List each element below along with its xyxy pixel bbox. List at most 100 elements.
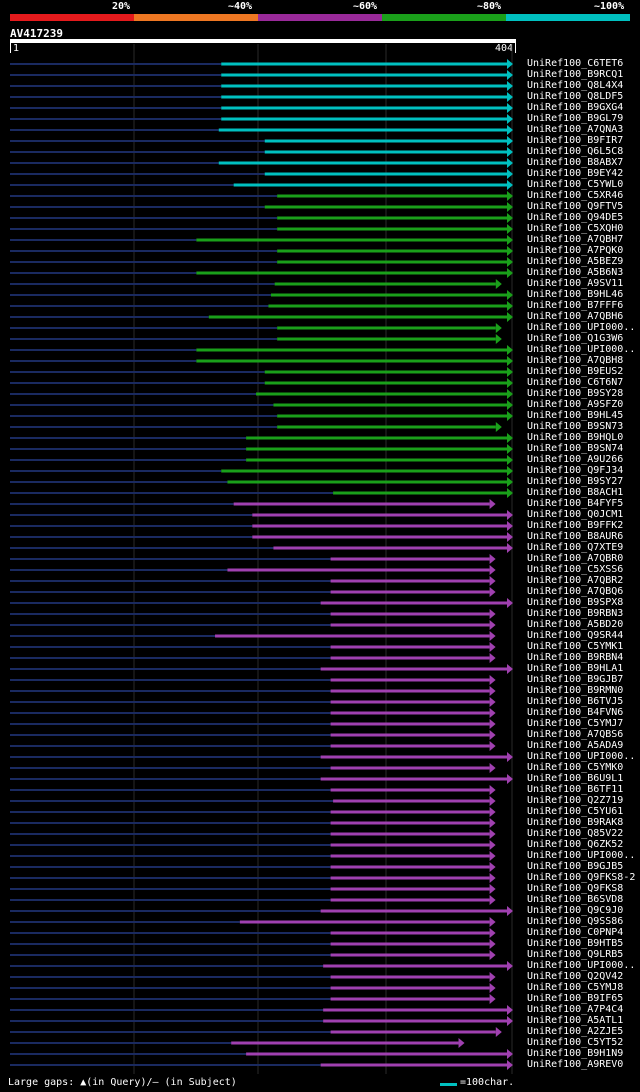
hit-label[interactable]: UniRef100_B9RBN3 bbox=[527, 608, 624, 619]
hit-label[interactable]: UniRef100_A5ADA9 bbox=[527, 740, 624, 751]
hit-alignment-bar[interactable] bbox=[277, 425, 496, 429]
hit-label[interactable]: UniRef100_C5YT52 bbox=[527, 1037, 624, 1048]
hit-label[interactable]: UniRef100_B9RCQ1 bbox=[527, 69, 624, 80]
hit-alignment-bar[interactable] bbox=[221, 62, 508, 66]
hit-label[interactable]: UniRef100_Q8L4X4 bbox=[527, 80, 624, 91]
hit-label[interactable]: UniRef100_Q6L5C8 bbox=[527, 146, 624, 157]
hit-label[interactable]: UniRef100_B9SY28 bbox=[527, 388, 624, 399]
hit-alignment-bar[interactable] bbox=[330, 997, 490, 1001]
hit-label[interactable]: UniRef100_A7P4C4 bbox=[527, 1004, 624, 1015]
hit-alignment-bar[interactable] bbox=[221, 469, 508, 473]
hit-label[interactable]: UniRef100_Q9LRB5 bbox=[527, 949, 624, 960]
hit-alignment-bar[interactable] bbox=[330, 975, 490, 979]
hit-alignment-bar[interactable] bbox=[330, 788, 490, 792]
hit-alignment-bar[interactable] bbox=[256, 392, 507, 396]
hit-label[interactable]: UniRef100_Q9FTV5 bbox=[527, 201, 624, 212]
hit-alignment-bar[interactable] bbox=[330, 821, 490, 825]
hit-alignment-bar[interactable] bbox=[221, 73, 508, 77]
hit-alignment-bar[interactable] bbox=[246, 1052, 507, 1056]
hit-label[interactable]: UniRef100_B9RBN4 bbox=[527, 652, 624, 663]
hit-label[interactable]: UniRef100_B6TF11 bbox=[527, 784, 624, 795]
hit-label[interactable]: UniRef100_B9RAK8 bbox=[527, 817, 624, 828]
hit-alignment-bar[interactable] bbox=[246, 436, 507, 440]
hit-label[interactable]: UniRef100_A9SFZ0 bbox=[527, 399, 624, 410]
hit-alignment-bar[interactable] bbox=[330, 887, 490, 891]
hit-alignment-bar[interactable] bbox=[221, 117, 508, 121]
hit-label[interactable]: UniRef100_B9SN74 bbox=[527, 443, 624, 454]
hit-label[interactable]: UniRef100_B8ABX7 bbox=[527, 157, 624, 168]
hit-label[interactable]: UniRef100_A5ATL1 bbox=[527, 1015, 624, 1026]
hit-alignment-bar[interactable] bbox=[196, 238, 507, 242]
hit-label[interactable]: UniRef100_C6T6N7 bbox=[527, 377, 624, 388]
hit-alignment-bar[interactable] bbox=[264, 205, 507, 209]
hit-label[interactable]: UniRef100_A2ZJE5 bbox=[527, 1026, 624, 1037]
hit-alignment-bar[interactable] bbox=[330, 612, 490, 616]
hit-label[interactable]: UniRef100_B9FIR7 bbox=[527, 135, 624, 146]
hit-alignment-bar[interactable] bbox=[330, 854, 490, 858]
hit-label[interactable]: UniRef100_B8ACH1 bbox=[527, 487, 624, 498]
hit-label[interactable]: UniRef100_C5YU61 bbox=[527, 806, 624, 817]
hit-label[interactable]: UniRef100_A9SV11 bbox=[527, 278, 624, 289]
hit-alignment-bar[interactable] bbox=[323, 1008, 507, 1012]
hit-alignment-bar[interactable] bbox=[330, 843, 490, 847]
hit-alignment-bar[interactable] bbox=[320, 667, 507, 671]
hit-label[interactable]: UniRef100_UPI000.. bbox=[527, 850, 636, 861]
hit-alignment-bar[interactable] bbox=[320, 1063, 507, 1067]
hit-label[interactable]: UniRef100_B8AUR6 bbox=[527, 531, 624, 542]
hit-alignment-bar[interactable] bbox=[215, 634, 490, 638]
hit-alignment-bar[interactable] bbox=[208, 315, 507, 319]
hit-label[interactable]: UniRef100_A9REV0 bbox=[527, 1059, 624, 1070]
hit-alignment-bar[interactable] bbox=[333, 491, 507, 495]
hit-label[interactable]: UniRef100_B9HL45 bbox=[527, 410, 624, 421]
hit-label[interactable]: UniRef100_B9RMN0 bbox=[527, 685, 624, 696]
hit-label[interactable]: UniRef100_Q9C9J0 bbox=[527, 905, 624, 916]
hit-label[interactable]: UniRef100_Q9SS86 bbox=[527, 916, 624, 927]
hit-alignment-bar[interactable] bbox=[320, 755, 507, 759]
hit-label[interactable]: UniRef100_C5YMJ8 bbox=[527, 982, 624, 993]
hit-alignment-bar[interactable] bbox=[277, 194, 507, 198]
hit-label[interactable]: UniRef100_B9HL46 bbox=[527, 289, 624, 300]
hit-label[interactable]: UniRef100_Q9SR44 bbox=[527, 630, 624, 641]
hit-alignment-bar[interactable] bbox=[320, 601, 507, 605]
hit-alignment-bar[interactable] bbox=[330, 722, 490, 726]
hit-alignment-bar[interactable] bbox=[320, 909, 507, 913]
hit-label[interactable]: UniRef100_B9IF65 bbox=[527, 993, 624, 1004]
hit-label[interactable]: UniRef100_C6TET6 bbox=[527, 58, 624, 69]
hit-alignment-bar[interactable] bbox=[221, 95, 508, 99]
hit-alignment-bar[interactable] bbox=[323, 964, 507, 968]
hit-label[interactable]: UniRef100_A7PQK0 bbox=[527, 245, 624, 256]
hit-label[interactable]: UniRef100_B9HLA1 bbox=[527, 663, 624, 674]
hit-label[interactable]: UniRef100_B9EY42 bbox=[527, 168, 624, 179]
hit-label[interactable]: UniRef100_Q7XTE9 bbox=[527, 542, 624, 553]
hit-alignment-bar[interactable] bbox=[330, 898, 490, 902]
hit-label[interactable]: UniRef100_A7QNA3 bbox=[527, 124, 624, 135]
hit-label[interactable]: UniRef100_B9SN73 bbox=[527, 421, 624, 432]
hit-label[interactable]: UniRef100_Q2Z719 bbox=[527, 795, 624, 806]
hit-alignment-bar[interactable] bbox=[233, 502, 490, 506]
hit-label[interactable]: UniRef100_UPI000.. bbox=[527, 751, 636, 762]
hit-alignment-bar[interactable] bbox=[330, 810, 490, 814]
hit-alignment-bar[interactable] bbox=[330, 700, 490, 704]
hit-alignment-bar[interactable] bbox=[239, 920, 490, 924]
hit-alignment-bar[interactable] bbox=[252, 535, 507, 539]
hit-label[interactable]: UniRef100_C5YMK0 bbox=[527, 762, 624, 773]
hit-alignment-bar[interactable] bbox=[246, 447, 507, 451]
hit-alignment-bar[interactable] bbox=[277, 249, 507, 253]
hit-label[interactable]: UniRef100_Q2QV42 bbox=[527, 971, 624, 982]
hit-label[interactable]: UniRef100_B9GJB7 bbox=[527, 674, 624, 685]
hit-label[interactable]: UniRef100_Q6ZK52 bbox=[527, 839, 624, 850]
hit-label[interactable]: UniRef100_B6TVJ5 bbox=[527, 696, 624, 707]
hit-alignment-bar[interactable] bbox=[330, 645, 490, 649]
hit-alignment-bar[interactable] bbox=[273, 546, 507, 550]
hit-label[interactable]: UniRef100_A9U266 bbox=[527, 454, 624, 465]
hit-label[interactable]: UniRef100_Q9FKS8 bbox=[527, 883, 624, 894]
hit-alignment-bar[interactable] bbox=[277, 414, 507, 418]
hit-label[interactable]: UniRef100_B9GXG4 bbox=[527, 102, 624, 113]
hit-label[interactable]: UniRef100_C0PNP4 bbox=[527, 927, 624, 938]
hit-alignment-bar[interactable] bbox=[264, 139, 507, 143]
hit-label[interactable]: UniRef100_Q94DE5 bbox=[527, 212, 624, 223]
hit-alignment-bar[interactable] bbox=[218, 161, 507, 165]
hit-alignment-bar[interactable] bbox=[246, 458, 507, 462]
hit-alignment-bar[interactable] bbox=[330, 986, 490, 990]
hit-alignment-bar[interactable] bbox=[264, 381, 507, 385]
